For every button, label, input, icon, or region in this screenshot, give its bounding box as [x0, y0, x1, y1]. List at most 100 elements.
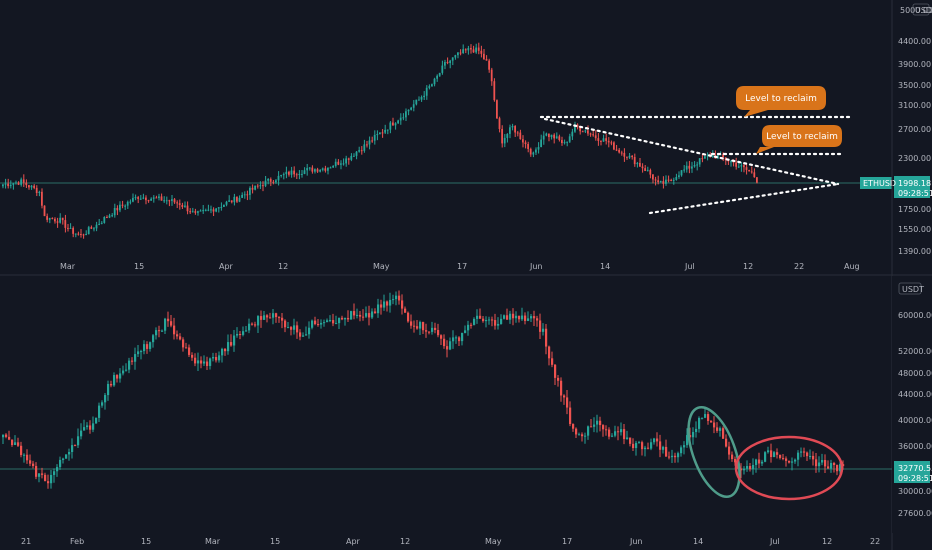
eth-candle-body — [54, 218, 56, 222]
btc-candle-body — [548, 346, 551, 359]
btc-candle-body — [461, 332, 464, 342]
eth-candle-body — [217, 207, 220, 209]
btc-candle-body — [392, 299, 395, 301]
eth-candle-body — [636, 162, 639, 165]
eth-time-axis[interactable]: Mar 15 Apr 12 May 17 Jun 14 Jul 12 22 Au… — [60, 262, 860, 271]
btc-time-tick-6: 12 — [400, 537, 410, 546]
eth-axis-tick-3: 3500.00 — [898, 81, 931, 90]
eth-candle-body — [659, 181, 662, 183]
btc-candle-body — [236, 333, 239, 336]
btc-price-axis[interactable]: USDT 60000.00 52000.00 48000.00 44000.00… — [892, 276, 932, 533]
eth-candle-body — [532, 152, 535, 155]
eth-candle-body — [256, 185, 259, 187]
btc-candle-body — [659, 441, 662, 450]
btc-candle-body — [2, 434, 5, 438]
eth-candle-body — [303, 170, 306, 174]
btc-candle-body — [17, 442, 20, 446]
btc-candle-body — [671, 455, 674, 458]
eth-candle-body — [441, 65, 444, 73]
btc-candle-body — [365, 313, 368, 317]
eth-candle-body — [514, 126, 516, 133]
btc-candle-body — [650, 442, 653, 449]
btc-candle-body — [314, 320, 317, 325]
eth-candle-body — [696, 164, 698, 166]
btc-candle-body — [599, 420, 602, 426]
eth-candle-body — [722, 154, 724, 158]
btc-candle-body — [218, 355, 221, 361]
btc-candle-body — [224, 348, 227, 352]
eth-candle-body — [215, 208, 217, 212]
eth-candle-body — [113, 208, 116, 216]
btc-candle-body — [665, 446, 668, 457]
btc-axis-tick-0: 60000.00 — [898, 311, 932, 320]
btc-candle-body — [536, 318, 539, 321]
eth-time-tick-2: Apr — [219, 262, 234, 271]
btc-candle-body — [56, 467, 59, 472]
eth-candle-body — [467, 48, 470, 51]
btc-candle-body — [203, 361, 206, 364]
eth-candle-body — [225, 201, 228, 205]
eth-candle-body — [581, 131, 584, 133]
btc-candle-body — [755, 459, 758, 465]
btc-pane[interactable]: USDT 60000.00 52000.00 48000.00 44000.00… — [0, 276, 932, 546]
btc-time-axis[interactable]: 21 Feb 15 Mar 15 Apr 12 May 17 Jun 14 Ju… — [21, 537, 880, 546]
eth-candle-body — [405, 111, 407, 118]
eth-pane[interactable]: Level to reclaim Level to reclaim 5000.0… — [0, 0, 932, 271]
eth-candle-body — [103, 216, 106, 223]
eth-candle-body — [431, 84, 433, 87]
btc-candle-body — [443, 338, 446, 347]
btc-candle-body — [128, 360, 131, 370]
eth-candle-body — [745, 167, 748, 170]
btc-candle-body — [680, 447, 683, 454]
eth-candle-body — [327, 167, 329, 171]
eth-candle-body — [22, 179, 25, 183]
btc-candle-body — [245, 330, 248, 332]
btc-candle-body — [89, 425, 92, 430]
eth-candle-body — [454, 55, 457, 58]
eth-candle-body — [524, 142, 527, 144]
eth-candle-body — [376, 134, 379, 136]
btc-candle-body — [155, 330, 158, 336]
btc-candle-body — [614, 431, 617, 436]
callout-level-to-reclaim-2[interactable]: Level to reclaim — [756, 125, 842, 154]
eth-candle-body — [444, 62, 446, 66]
btc-candle-body — [446, 346, 449, 350]
eth-candle-body — [137, 197, 139, 199]
btc-candle-body — [233, 335, 236, 346]
btc-candle-body — [5, 434, 8, 437]
eth-candle-body — [251, 187, 254, 190]
eth-candle-body — [106, 216, 108, 218]
eth-candle-body — [688, 165, 691, 169]
btc-candle-body — [575, 428, 578, 435]
eth-candle-body — [108, 215, 111, 218]
btc-currency-label: USDT — [902, 285, 924, 294]
eth-candle-body — [698, 158, 701, 165]
eth-candle-body — [191, 211, 194, 213]
btc-candle-body — [308, 327, 311, 335]
btc-candle-body — [167, 318, 170, 322]
btc-candle-body — [35, 466, 38, 477]
btc-candle-body — [497, 323, 500, 326]
btc-candle-body — [350, 311, 353, 320]
eth-candle-body — [197, 211, 199, 213]
eth-candle-body — [61, 217, 64, 221]
eth-candle-body — [74, 233, 77, 235]
eth-candle-body — [210, 209, 212, 211]
btc-candle-body — [305, 334, 308, 336]
eth-candle-body — [48, 217, 51, 220]
btc-candle-body — [629, 437, 632, 444]
btc-candle-body — [83, 427, 86, 431]
btc-candle-body — [821, 460, 824, 463]
eth-time-tick-7: 14 — [600, 262, 610, 271]
eth-candle-body — [425, 87, 428, 96]
callout-level-to-reclaim-1[interactable]: Level to reclaim — [736, 86, 826, 117]
eth-last-price: 1998.18 — [898, 179, 931, 188]
btc-candle-body — [23, 454, 26, 456]
eth-candle-body — [204, 209, 207, 211]
eth-price-axis[interactable]: 5000.00 USD 4400.00 3900.00 3500.00 3100… — [892, 0, 932, 258]
btc-candle-body — [104, 395, 107, 403]
eth-candle-body — [2, 184, 4, 187]
eth-candle-body — [545, 133, 548, 136]
eth-candle-body — [4, 183, 7, 185]
btc-candle-body — [833, 463, 836, 465]
